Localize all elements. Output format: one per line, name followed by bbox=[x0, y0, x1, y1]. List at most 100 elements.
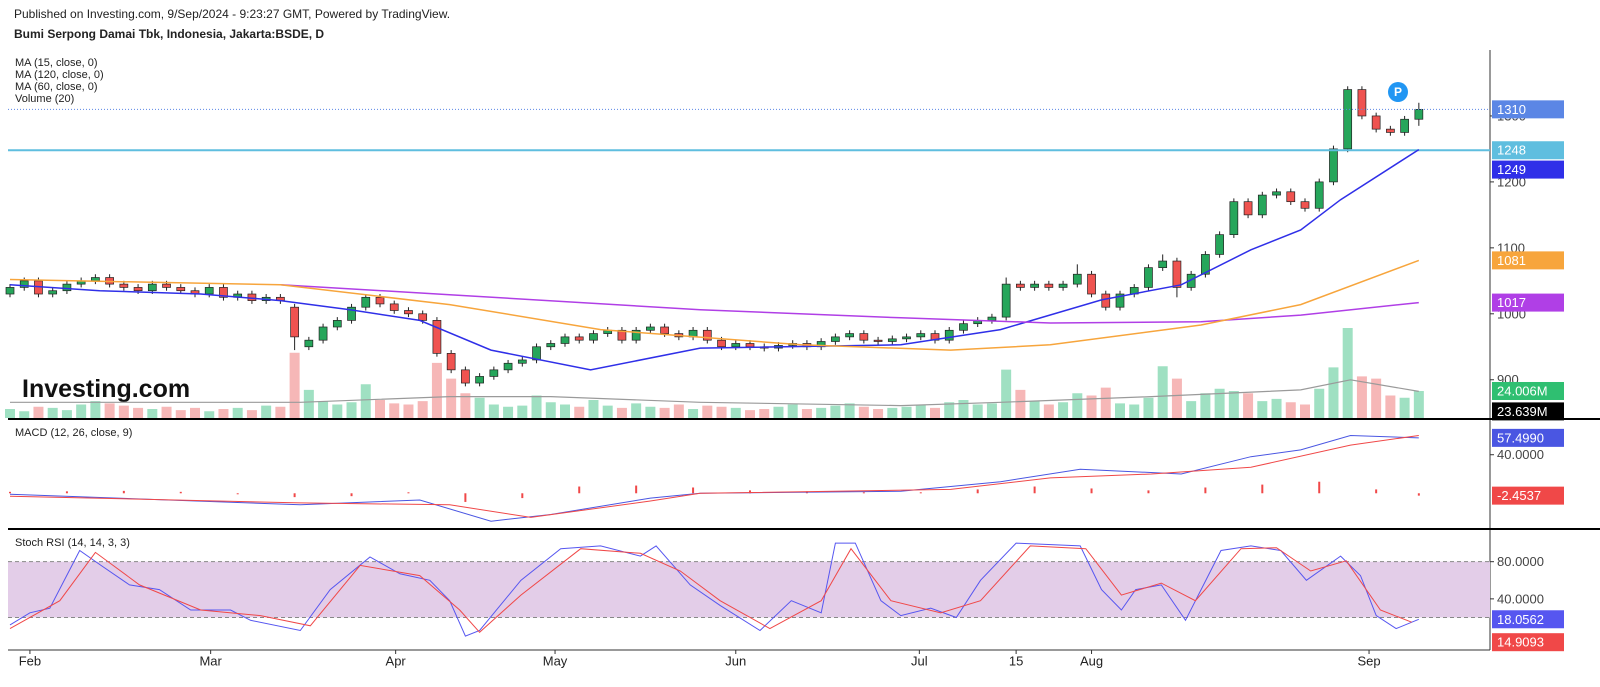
value-box bbox=[1492, 381, 1564, 400]
candle-body bbox=[1414, 109, 1424, 120]
histogram-bar bbox=[1033, 486, 1036, 494]
candle-body bbox=[1044, 283, 1054, 288]
candle-body bbox=[731, 343, 741, 348]
candle-body bbox=[375, 296, 385, 305]
indicator-line bbox=[9, 545, 1412, 634]
volume-bar bbox=[1200, 393, 1211, 418]
volume-bar bbox=[545, 402, 556, 418]
volume-bar bbox=[915, 404, 926, 418]
event-marker-label: P bbox=[1394, 85, 1402, 99]
volume-bar bbox=[1285, 402, 1296, 418]
legend-entry: Volume (20) bbox=[15, 93, 74, 105]
x-tick-label: 15 bbox=[1009, 654, 1023, 669]
volume-bar bbox=[1371, 378, 1382, 418]
candle-body bbox=[916, 333, 926, 338]
candle-body bbox=[1357, 89, 1367, 117]
volume-bar bbox=[33, 406, 44, 418]
histogram-bar bbox=[1417, 493, 1420, 496]
volume-bar bbox=[1157, 366, 1168, 418]
histogram-bar bbox=[293, 493, 296, 498]
volume-bar bbox=[830, 405, 841, 418]
candle-body bbox=[147, 283, 157, 292]
candle-body bbox=[318, 326, 328, 341]
candle-body bbox=[873, 339, 883, 342]
volume-bar bbox=[659, 407, 670, 418]
candle-body bbox=[1172, 260, 1182, 288]
volume-bar bbox=[901, 406, 912, 418]
volume-bar bbox=[5, 409, 15, 418]
candle-body bbox=[845, 333, 854, 338]
volume-bar bbox=[1328, 367, 1339, 418]
volume-bar bbox=[503, 406, 514, 418]
candle-body bbox=[702, 329, 712, 341]
value-box bbox=[1492, 160, 1564, 179]
value-box bbox=[1492, 486, 1564, 505]
candle-body bbox=[902, 336, 911, 340]
volume-bar bbox=[1300, 404, 1310, 418]
volume-bar bbox=[118, 405, 129, 418]
volume-bar bbox=[673, 404, 684, 418]
y-tick-label: 40.0000 bbox=[1497, 591, 1544, 606]
candle-body bbox=[1001, 283, 1011, 318]
candle-body bbox=[1115, 293, 1125, 308]
histogram-bar bbox=[976, 489, 979, 494]
histogram-bar bbox=[1090, 488, 1093, 494]
volume-bar bbox=[147, 409, 158, 418]
volume-bar bbox=[873, 409, 884, 418]
candle-body bbox=[1201, 254, 1210, 275]
volume-bar bbox=[460, 393, 471, 418]
value-box-label: 57.4990 bbox=[1497, 430, 1544, 445]
volume-bar bbox=[275, 406, 286, 418]
histogram-bar bbox=[862, 492, 865, 494]
volume-bar bbox=[104, 403, 115, 418]
volume-bar bbox=[730, 407, 741, 418]
volume-bar bbox=[289, 352, 300, 418]
volume-bar bbox=[986, 403, 997, 418]
value-box bbox=[1492, 428, 1564, 447]
candle-body bbox=[1343, 89, 1353, 150]
candle-body bbox=[574, 336, 584, 341]
candle-body bbox=[1314, 181, 1324, 209]
histogram-bar bbox=[1147, 490, 1150, 494]
volume-bar bbox=[19, 411, 30, 418]
candle-body bbox=[831, 336, 840, 342]
candle-body bbox=[1087, 273, 1096, 295]
histogram-bar bbox=[1261, 484, 1264, 494]
candle-body bbox=[347, 306, 356, 321]
candle-body bbox=[418, 313, 428, 321]
value-box bbox=[1492, 633, 1564, 652]
candle-body bbox=[859, 333, 869, 341]
candle-body bbox=[646, 326, 655, 331]
candle-body bbox=[959, 323, 968, 331]
candle-body bbox=[631, 329, 641, 341]
event-marker bbox=[1388, 82, 1408, 102]
volume-bar bbox=[161, 406, 172, 418]
volume-bar bbox=[90, 401, 101, 418]
candle-body bbox=[589, 333, 598, 341]
volume-bar bbox=[1214, 388, 1225, 418]
candle-body bbox=[517, 359, 527, 364]
volume-bar bbox=[303, 389, 314, 418]
volume-bar bbox=[773, 406, 784, 418]
candle-body bbox=[62, 283, 72, 292]
volume-bar bbox=[816, 407, 827, 418]
volume-bar bbox=[887, 407, 898, 418]
volume-bar bbox=[560, 404, 570, 418]
candle-body bbox=[5, 287, 15, 295]
candle-body bbox=[446, 353, 456, 371]
candle-body bbox=[1286, 191, 1296, 203]
candle-body bbox=[887, 338, 897, 342]
volume-bar bbox=[930, 407, 940, 418]
volume-bar bbox=[76, 404, 87, 418]
candle-body bbox=[19, 280, 29, 288]
candle-body bbox=[532, 346, 541, 361]
volume-bar bbox=[531, 395, 542, 418]
candle-body bbox=[1016, 283, 1025, 288]
value-box bbox=[1492, 610, 1564, 629]
candle-body bbox=[432, 320, 442, 354]
x-tick-label: Sep bbox=[1357, 654, 1380, 669]
value-box-label: 1310 bbox=[1497, 102, 1526, 117]
volume-bar bbox=[431, 362, 442, 418]
